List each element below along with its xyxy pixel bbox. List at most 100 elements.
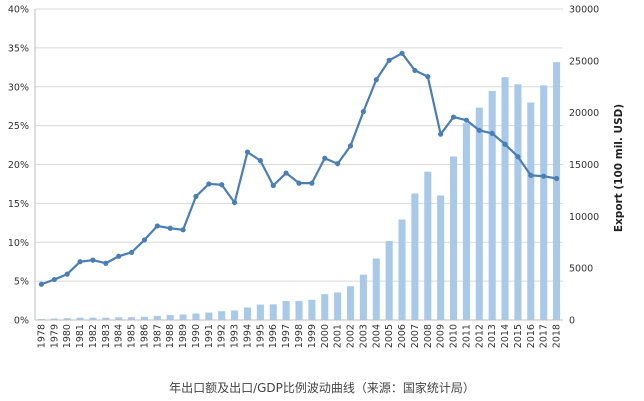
x-tick-label: 2009 xyxy=(436,324,447,348)
x-tick-label: 2015 xyxy=(513,324,524,348)
y-left-tick-label: 10% xyxy=(8,238,29,249)
ratio-point xyxy=(64,271,70,277)
export-bar xyxy=(269,304,277,320)
x-tick-label: 2001 xyxy=(333,324,344,348)
export-bar xyxy=(437,195,445,320)
x-tick-label: 1991 xyxy=(204,324,215,348)
export-bar xyxy=(205,312,213,320)
export-bar xyxy=(424,171,432,320)
ratio-point xyxy=(541,173,547,179)
x-tick-label: 1982 xyxy=(88,324,99,348)
x-tick-label: 1985 xyxy=(127,324,138,348)
ratio-point xyxy=(180,227,186,233)
ratio-point xyxy=(219,182,225,188)
x-tick-label: 1998 xyxy=(294,324,305,348)
ratio-point xyxy=(296,180,302,186)
y-left-tick-label: 25% xyxy=(8,121,29,132)
export-bar xyxy=(295,300,303,320)
y-left-tick-label: 35% xyxy=(8,43,29,54)
x-tick-label: 2004 xyxy=(371,324,382,348)
export-bar xyxy=(102,317,110,320)
labels: 0% 5% 10% 15% 20% 25% 30% 35% 40% 0 5000 10000 15000… xyxy=(8,5,599,349)
ratio-point xyxy=(373,77,379,83)
x-tick-label: 1994 xyxy=(242,324,253,348)
ratio-point xyxy=(257,158,263,164)
x-tick-label: 1980 xyxy=(62,324,73,348)
ratio-point xyxy=(425,74,431,80)
ratio-point xyxy=(412,67,418,74)
x-tick-label: 2000 xyxy=(320,324,331,348)
ratio-point xyxy=(438,131,444,137)
export-bar xyxy=(282,301,290,320)
export-bar xyxy=(218,311,226,320)
ratio-point xyxy=(154,223,160,229)
export-bars xyxy=(37,62,561,321)
export-bar xyxy=(527,102,535,320)
y-left-tick-label: 5% xyxy=(14,277,29,288)
export-bar xyxy=(385,241,393,320)
export-bar xyxy=(334,292,342,320)
y-left-tick-label: 0% xyxy=(14,316,29,327)
x-tick-label: 1978 xyxy=(36,324,47,348)
y-left-tick-label: 40% xyxy=(8,5,29,16)
ratio-point xyxy=(128,249,135,255)
ratio-point xyxy=(244,149,251,155)
right-axis-title: Export (100 mil. USD) xyxy=(613,104,625,232)
x-tick-label: 2014 xyxy=(500,324,511,348)
ratio-point xyxy=(206,181,212,187)
x-tick-label: 2012 xyxy=(474,324,485,348)
y-right-tick-label: 10000 xyxy=(569,212,599,223)
x-tick-label: 1984 xyxy=(114,324,125,348)
export-bar xyxy=(140,316,149,320)
x-tick-label: 2013 xyxy=(487,324,498,348)
x-tick-label: 1979 xyxy=(49,324,60,348)
ratio-point xyxy=(489,130,495,136)
ratio-point xyxy=(77,259,83,265)
ratio-point xyxy=(90,257,96,263)
ratio-point xyxy=(335,161,341,167)
x-tick-label: 1990 xyxy=(191,324,202,348)
x-tick-label: 2017 xyxy=(539,324,550,348)
x-tick-label: 2010 xyxy=(449,324,460,348)
ratio-point xyxy=(283,170,289,176)
ratio-point xyxy=(450,114,457,120)
export-bar xyxy=(411,193,419,320)
export-bar xyxy=(321,294,329,320)
export-bar xyxy=(308,299,316,320)
x-tick-label: 1981 xyxy=(75,324,86,348)
x-tick-label: 2003 xyxy=(358,324,369,348)
export-bar xyxy=(115,317,123,320)
y-right-tick-label: 15000 xyxy=(569,160,599,171)
export-bar xyxy=(37,318,45,320)
export-bar xyxy=(462,123,470,320)
ratio-point xyxy=(141,237,148,243)
ratio-line xyxy=(38,50,560,287)
export-bar xyxy=(153,315,161,320)
export-bar xyxy=(50,318,58,320)
ratio-point xyxy=(476,127,482,133)
export-bar xyxy=(63,318,71,320)
y-right-tick-label: 30000 xyxy=(569,5,599,16)
x-tick-label: 1997 xyxy=(281,324,292,348)
x-tick-label: 2018 xyxy=(552,324,563,348)
export-bar xyxy=(475,107,483,320)
ratio-point xyxy=(360,109,366,115)
x-tick-label: 1995 xyxy=(255,324,266,348)
ratio-point xyxy=(270,182,276,189)
ratio-point xyxy=(232,199,238,206)
export-bar xyxy=(488,91,496,320)
export-bar xyxy=(398,219,406,320)
x-tick-label: 2006 xyxy=(397,324,408,348)
y-left-tick-label: 20% xyxy=(8,160,29,171)
x-tick-label: 1999 xyxy=(307,324,318,348)
x-tick-label: 1996 xyxy=(268,324,279,348)
y-right-tick-label: 0 xyxy=(569,316,575,327)
y-left-tick-label: 30% xyxy=(8,82,29,93)
export-bar xyxy=(243,307,252,320)
x-tick-label: 1988 xyxy=(165,324,176,348)
y-right-tick-label: 5000 xyxy=(569,264,593,275)
y-left-tick-label: 15% xyxy=(8,199,29,210)
export-bar xyxy=(256,304,264,320)
export-bar xyxy=(553,62,561,321)
ratio-point xyxy=(38,281,45,287)
